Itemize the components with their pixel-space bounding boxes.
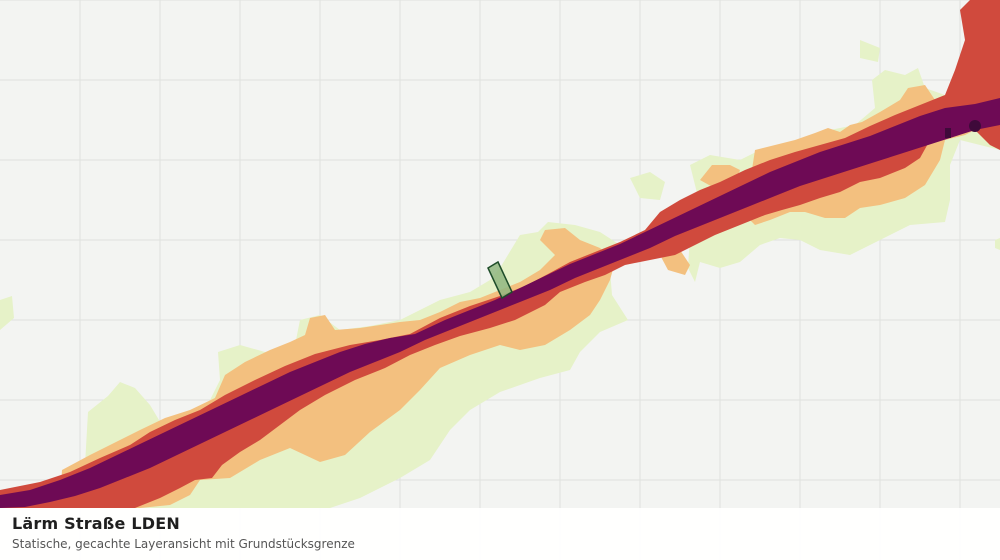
map-caption: Lärm Straße LDEN Statische, gecachte Lay… <box>0 508 1000 560</box>
parcel-boundary[interactable] <box>487 260 513 300</box>
noise-zone-class-4 <box>0 98 1000 508</box>
noise-zone-class-5 <box>945 120 981 138</box>
caption-title: Lärm Straße LDEN <box>12 514 180 533</box>
caption-subtitle: Statische, gecachte Layeransicht mit Gru… <box>12 537 355 551</box>
